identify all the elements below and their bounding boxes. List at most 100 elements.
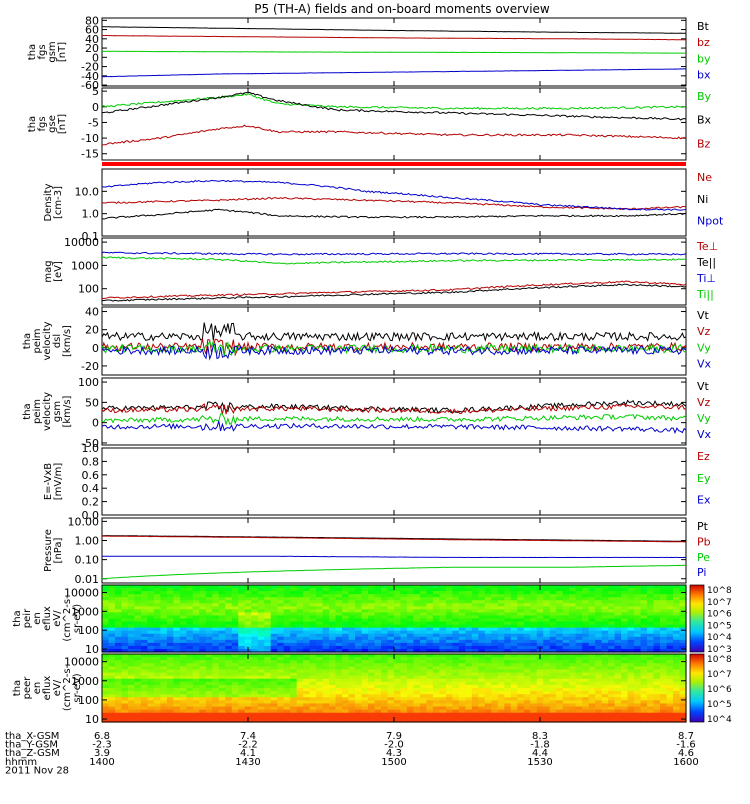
heatmap-cell [608,621,616,626]
heatmap-cell [426,588,434,592]
heatmap-cell [484,654,492,658]
heatmap-cell [601,672,609,677]
heatmap-cell [406,703,415,708]
heatmap-cell [205,663,213,667]
heatmap-cell [277,615,285,620]
heatmap-cell [627,684,635,689]
heatmap-cell [121,606,129,610]
heatmap-cell [458,660,466,664]
heatmap-cell [439,624,447,629]
heatmap-cell [192,657,200,661]
heatmap-cell [147,597,155,601]
heatmap-cell [588,691,596,695]
colorbar-tick: 10^8 [707,586,732,596]
heatmap-cell [582,606,590,610]
heatmap-cell [322,594,330,598]
heatmap-cell [510,615,518,620]
heatmap-cell [406,712,415,717]
heatmap-cell [264,678,272,683]
heatmap-cell [387,645,395,650]
heatmap-cell [640,588,648,592]
y-axis-label: gsm [47,41,58,62]
heatmap-cell [569,600,577,604]
heatmap-cell [543,700,551,705]
heatmap-cell [238,603,246,607]
heatmap-cell [238,615,246,620]
heatmap-cell [413,712,421,717]
heatmap-cell [660,684,668,689]
heatmap-cell [322,636,330,641]
heatmap-cell [309,585,317,589]
heatmap-cell [355,675,363,680]
heatmap-cell [471,688,479,692]
heatmap-cell [484,624,492,629]
heatmap-cell [394,648,402,653]
heatmap-cell [179,688,187,692]
heatmap-cell [244,706,252,711]
heatmap-cell [179,669,187,674]
heatmap-cell [205,588,213,592]
heatmap-cell [296,675,304,680]
heatmap-cell [140,678,149,683]
heatmap-cell [387,684,395,689]
heatmap-cell [231,666,239,671]
heatmap-cell [478,703,486,708]
heatmap-cell [666,675,674,680]
heatmap-cell [134,700,142,705]
heatmap-cell [179,666,187,671]
legend-entry: Ex [697,494,711,507]
footer-value: -1.6 [676,740,696,751]
heatmap-cell [238,618,246,623]
heatmap-cell [445,684,453,689]
heatmap-cell [179,642,187,647]
heatmap-cell [562,624,570,629]
heatmap-cell [595,666,603,671]
heatmap-cell [140,715,149,720]
heatmap-cell [277,591,285,595]
heatmap-cell [471,684,479,689]
heatmap-cell [134,609,142,614]
heatmap-cell [166,681,174,686]
heatmap-cell [283,609,291,614]
y-tick-label: 10000 [64,236,99,249]
heatmap-cell [530,688,538,692]
heatmap-cell [121,594,129,598]
heatmap-cell [102,648,110,653]
heatmap-cell [303,612,311,617]
heatmap-cell [387,718,395,723]
heatmap-cell [342,615,350,620]
heatmap-cell [361,633,369,638]
heatmap-cell [322,621,330,626]
heatmap-cell [173,600,181,604]
heatmap-cell [147,688,155,692]
heatmap-cell [543,645,551,650]
heatmap-cell [381,691,389,695]
heatmap-cell [504,715,512,720]
heatmap-cell [387,615,395,620]
heatmap-cell [432,669,441,674]
heatmap-cell [322,657,330,661]
heatmap-cell [257,703,265,708]
heatmap-cell [426,654,434,658]
heatmap-cell [335,712,343,717]
heatmap-cell [439,618,447,623]
heatmap-cell [121,648,129,653]
y-tick-label: 20 [85,324,99,337]
heatmap-cell [316,718,324,723]
heatmap-cell [569,597,577,601]
heatmap-cell [426,594,434,598]
heatmap-cell [231,630,239,635]
heatmap-cell [102,706,110,711]
heatmap-cell [173,700,181,705]
heatmap-cell [303,615,311,620]
heatmap-cell [114,712,123,717]
heatmap-cell [413,621,421,626]
heatmap-cell [634,678,642,683]
heatmap-cell [679,624,687,629]
y-axis-label: E=-VxB [43,463,54,500]
heatmap-cell [140,630,149,635]
heatmap-cell [179,600,187,604]
heatmap-cell [569,688,577,692]
heatmap-cell [575,715,583,720]
heatmap-cell [666,691,674,695]
